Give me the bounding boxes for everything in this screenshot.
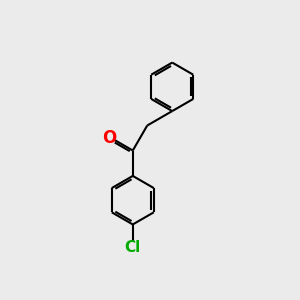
Text: O: O <box>103 129 117 147</box>
Text: Cl: Cl <box>125 240 141 255</box>
